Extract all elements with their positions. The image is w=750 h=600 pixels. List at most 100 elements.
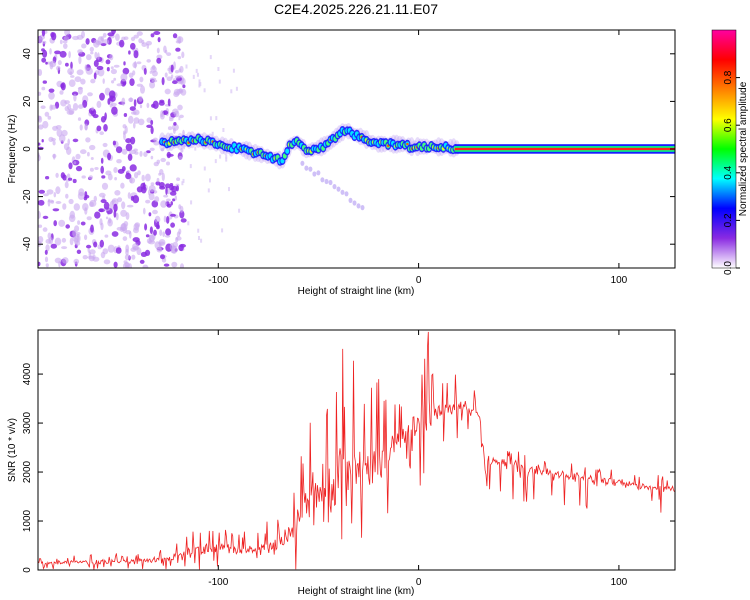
y-tick-label: 3000	[22, 412, 33, 435]
trace-streak	[324, 178, 329, 185]
trace-streak	[344, 191, 349, 197]
noise-speckle	[160, 200, 168, 208]
noise-speckle	[111, 106, 118, 115]
noise-speckle	[110, 66, 114, 70]
noise-speckle	[85, 137, 91, 143]
noise-speckle	[149, 81, 156, 89]
noise-speckle	[114, 190, 121, 196]
noise-speckle	[170, 64, 174, 73]
noise-speckle	[59, 50, 67, 58]
noise-speckle	[38, 115, 43, 123]
noise-speckle	[133, 50, 139, 59]
noise-speckle	[93, 60, 99, 67]
snr-x-label: Height of straight line (km)	[298, 586, 415, 597]
noise-speckle	[145, 199, 151, 204]
noise-speckle	[71, 91, 79, 96]
faint-speckle	[189, 164, 192, 169]
noise-speckle	[93, 72, 97, 80]
noise-speckle	[111, 231, 119, 237]
snr-frame	[37, 329, 676, 571]
y-tick-label: -20	[22, 189, 33, 204]
noise-speckle	[73, 93, 77, 102]
noise-speckle	[100, 157, 104, 164]
noise-speckle	[63, 43, 68, 49]
noise-speckle	[80, 149, 87, 155]
noise-speckle	[99, 131, 104, 136]
noise-speckle	[77, 87, 83, 90]
noise-speckle	[159, 186, 166, 190]
noise-speckle	[120, 73, 128, 82]
noise-speckle	[116, 226, 123, 231]
noise-speckle	[48, 237, 54, 245]
noise-speckle	[144, 249, 151, 256]
noise-speckle	[72, 138, 79, 143]
noise-speckle	[90, 157, 94, 160]
trace-streak	[328, 179, 333, 186]
noise-speckle	[106, 67, 110, 72]
faint-speckle	[207, 188, 210, 193]
snr-panel: -100 0 100 0 1000 2000 3000 4000 Height of str…	[7, 329, 676, 597]
noise-speckle	[125, 138, 132, 144]
noise-speckle	[154, 196, 160, 203]
faint-speckle	[209, 55, 212, 60]
noise-speckle	[100, 199, 107, 204]
noise-speckle	[51, 32, 57, 41]
noise-speckle	[46, 189, 54, 195]
noise-speckle	[134, 222, 141, 228]
noise-speckle	[113, 261, 118, 268]
noise-speckle	[170, 213, 176, 217]
colorbar-label: Normalized spectral amplitude	[738, 81, 749, 216]
noise-speckle	[79, 124, 83, 131]
noise-speckle	[107, 98, 111, 105]
noise-speckle	[44, 111, 50, 117]
noise-speckle	[42, 40, 47, 45]
noise-speckle	[172, 198, 176, 202]
noise-speckle	[150, 120, 154, 125]
noise-speckle	[64, 105, 70, 112]
noise-speckle	[44, 249, 48, 255]
noise-speckle	[178, 228, 182, 235]
faint-speckle	[198, 236, 200, 240]
noise-speckle	[85, 38, 90, 45]
noise-speckle	[139, 259, 145, 264]
noise-speckle	[146, 43, 149, 49]
noise-speckle	[122, 236, 128, 242]
noise-speckle	[175, 47, 181, 52]
noise-speckle	[153, 31, 161, 35]
noise-speckle	[148, 212, 152, 217]
noise-speckle	[59, 90, 64, 95]
noise-speckle	[60, 83, 65, 89]
noise-speckle	[166, 76, 173, 81]
noise-speckle	[151, 103, 156, 108]
noise-speckle	[55, 186, 61, 195]
noise-speckle	[68, 79, 76, 87]
noise-speckle	[41, 48, 45, 52]
noise-speckle	[145, 234, 150, 238]
noise-speckle	[94, 51, 98, 59]
noise-speckle	[128, 263, 132, 268]
noise-speckle	[38, 189, 45, 194]
faint-speckle	[219, 154, 222, 159]
noise-speckle	[173, 61, 176, 70]
noise-speckle	[92, 256, 100, 262]
noise-speckle	[121, 97, 126, 106]
noise-speckle	[107, 244, 115, 253]
noise-speckle	[125, 143, 133, 152]
noise-speckle	[174, 195, 177, 201]
noise-speckle	[87, 92, 93, 97]
trace-streak	[316, 170, 321, 176]
noise-speckle	[172, 33, 178, 39]
faint-speckle	[195, 68, 198, 73]
trace-streak	[352, 200, 357, 206]
noise-speckle	[45, 61, 48, 65]
noise-speckle	[45, 263, 49, 268]
trace-streak	[340, 189, 345, 195]
noise-speckle	[124, 125, 128, 134]
noise-speckle	[64, 181, 69, 189]
noise-speckle	[110, 102, 117, 107]
colorbar-tick-label: 0.8	[723, 70, 734, 84]
noise-speckle	[42, 80, 47, 84]
noise-speckle	[143, 67, 147, 75]
noise-speckle	[150, 155, 154, 160]
noise-speckle	[58, 219, 66, 227]
